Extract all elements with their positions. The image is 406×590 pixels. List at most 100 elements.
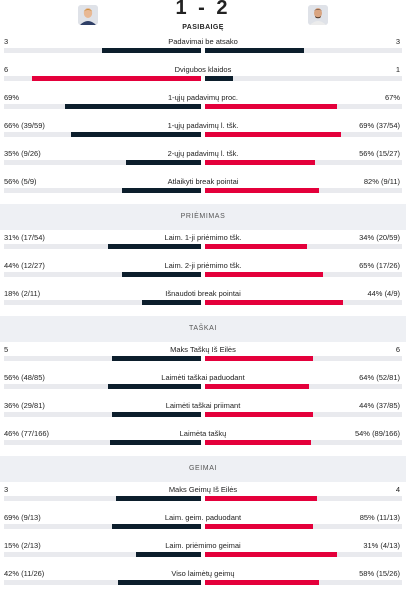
stat-row: 69% 1-ųjų padavimų proc. 67%: [0, 92, 406, 120]
away-bar-fill: [205, 272, 323, 277]
home-bar-track: [4, 496, 201, 501]
stat-name: Dvigubos klaidos: [174, 65, 232, 74]
match-status: PASIBAIGĘ: [182, 24, 224, 31]
player-photo-icon: [308, 5, 328, 25]
away-bar-track: [205, 132, 402, 137]
away-player-avatar[interactable]: [308, 5, 328, 25]
section-header: GEIMAI: [0, 456, 406, 482]
home-value: 31% (17/54): [4, 233, 45, 242]
home-bar-fill: [112, 412, 201, 417]
away-value: 58% (15/26): [359, 569, 400, 578]
away-value: 85% (11/13): [359, 513, 400, 522]
stat-row: 36% (29/81) Laimėti taškai priimant 44% (3…: [0, 400, 406, 428]
home-bar-fill: [108, 244, 201, 249]
stat-row: 18% (2/11) Išnaudoti break pointai 44% (4/…: [0, 288, 406, 316]
player-photo-icon: [78, 5, 98, 25]
home-bar-track: [4, 524, 201, 529]
away-value: 65% (17/26): [359, 261, 400, 270]
home-bar-fill: [112, 356, 201, 361]
away-bar-fill: [205, 580, 319, 585]
stat-name: Maks Geimų Iš Eilės: [168, 485, 238, 494]
home-value: 66% (39/59): [4, 121, 45, 130]
away-value: 69% (37/54): [359, 121, 400, 130]
home-value: 5: [4, 345, 9, 354]
home-bar-track: [4, 76, 201, 81]
home-bar-fill: [32, 76, 201, 81]
home-value: 3: [4, 485, 9, 494]
stat-row: 31% (17/54) Laim. 1-ji priėmimo tšk. 34% (…: [0, 232, 406, 260]
stat-name: Maks Taškų Iš Eilės: [170, 345, 236, 354]
home-value: 46% (77/166): [4, 429, 50, 438]
away-value: 34% (20/59): [359, 233, 400, 242]
home-bar-fill: [122, 272, 201, 277]
stat-row: 35% (9/26) 2-ųjų padavimų l. tšk. 56% (15/…: [0, 148, 406, 176]
stat-row: 56% (5/9) Atlaikyti break pointai 82% (9/1…: [0, 176, 406, 204]
away-bar-fill: [205, 356, 313, 361]
match-score: 1 - 2: [175, 0, 231, 19]
away-bar-track: [205, 188, 402, 193]
away-bar-fill: [205, 524, 313, 529]
away-bar-fill: [205, 384, 309, 389]
away-bar-fill: [205, 48, 304, 53]
away-bar-fill: [205, 552, 337, 557]
home-value: 56% (48/85): [4, 373, 45, 382]
stat-row: 42% (11/26) Viso laimėtų geimų 58% (15/26): [0, 568, 406, 590]
away-bar-track: [205, 496, 402, 501]
away-value: 4: [395, 485, 400, 494]
away-bar-track: [205, 356, 402, 361]
home-bar-track: [4, 356, 201, 361]
away-value: 3: [395, 37, 400, 46]
section-title: TAŠKAI: [189, 325, 217, 332]
stat-name: Laim. 2-ji priėmimo tšk.: [164, 261, 242, 270]
away-value: 44% (37/85): [359, 401, 400, 410]
home-value: 56% (5/9): [4, 177, 37, 186]
away-bar-track: [205, 384, 402, 389]
section-header: PRIĖMIMAS: [0, 204, 406, 230]
stat-name: Laimėti taškai priimant: [165, 401, 241, 410]
home-value: 35% (9/26): [4, 149, 41, 158]
away-bar-fill: [205, 132, 341, 137]
stat-name: Laim. 1-ji priėmimo tšk.: [164, 233, 242, 242]
home-bar-track: [4, 440, 201, 445]
home-value: 3: [4, 37, 9, 46]
stat-row: 3 Maks Geimų Iš Eilės 4: [0, 484, 406, 512]
home-bar-track: [4, 160, 201, 165]
away-value: 1: [395, 65, 400, 74]
home-bar-fill: [110, 440, 201, 445]
home-bar-fill: [112, 524, 201, 529]
home-value: 6: [4, 65, 9, 74]
away-value: 56% (15/27): [359, 149, 400, 158]
home-bar-fill: [102, 48, 201, 53]
away-bar-fill: [205, 496, 317, 501]
stat-name: Laim. geim. paduodant: [164, 513, 242, 522]
stat-name: Atlaikyti break pointai: [167, 177, 239, 186]
away-bar-fill: [205, 160, 315, 165]
section-title: PRIĖMIMAS: [180, 213, 226, 220]
stat-row: 5 Maks Taškų Iš Eilės 6: [0, 344, 406, 372]
home-bar-fill: [108, 384, 201, 389]
home-bar-fill: [126, 160, 201, 165]
stat-name: Išnaudoti break pointai: [165, 289, 241, 298]
stat-row: 6 Dvigubos klaidos 1: [0, 64, 406, 92]
stat-name: Viso laimėtų geimų: [171, 569, 235, 578]
stat-name: Laimėta taškų: [179, 429, 227, 438]
away-bar-track: [205, 104, 402, 109]
home-value: 18% (2/11): [4, 289, 41, 298]
stat-name: Laimėti taškai paduodant: [161, 373, 245, 382]
home-value: 36% (29/81): [4, 401, 45, 410]
away-value: 64% (52/81): [359, 373, 400, 382]
home-value: 69%: [4, 93, 20, 102]
stat-name: 2-ųjų padavimų l. tšk.: [167, 149, 239, 158]
away-value: 82% (9/11): [363, 177, 400, 186]
home-player-avatar[interactable]: [78, 5, 98, 25]
home-value: 42% (11/26): [4, 569, 45, 578]
away-bar-fill: [205, 412, 313, 417]
away-value: 6: [395, 345, 400, 354]
away-bar-track: [205, 580, 402, 585]
away-bar-track: [205, 244, 402, 249]
away-bar-track: [205, 160, 402, 165]
away-bar-track: [205, 412, 402, 417]
away-bar-track: [205, 552, 402, 557]
away-value: 44% (4/9): [367, 289, 400, 298]
away-bar-track: [205, 300, 402, 305]
